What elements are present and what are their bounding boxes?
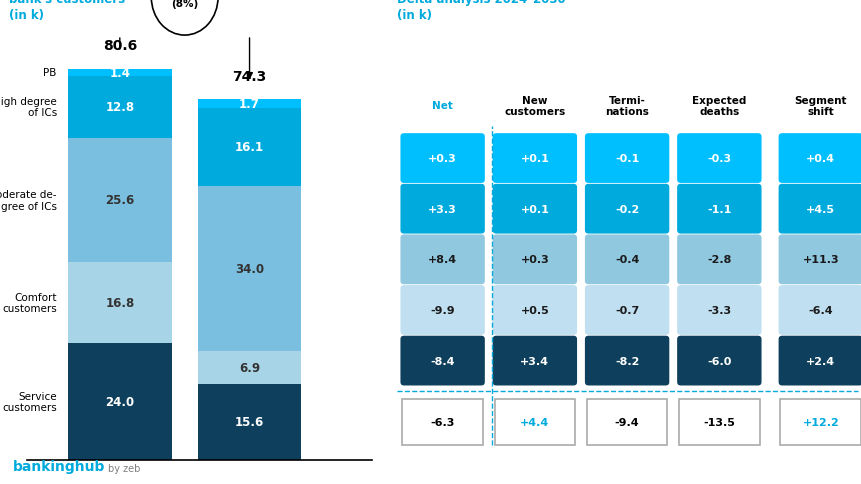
Text: +3.3: +3.3	[428, 204, 456, 214]
Text: +0.1: +0.1	[520, 204, 548, 214]
Text: +0.4: +0.4	[805, 154, 834, 164]
Text: High degree
of ICs: High degree of ICs	[0, 97, 57, 118]
Text: 15.6: 15.6	[235, 416, 263, 428]
Text: +0.3: +0.3	[428, 154, 456, 164]
FancyBboxPatch shape	[777, 286, 861, 335]
FancyBboxPatch shape	[197, 108, 301, 186]
FancyBboxPatch shape	[677, 134, 760, 183]
Text: 25.6: 25.6	[105, 194, 134, 207]
FancyBboxPatch shape	[585, 184, 668, 234]
Text: 1.4: 1.4	[109, 67, 130, 79]
FancyBboxPatch shape	[400, 235, 484, 285]
FancyBboxPatch shape	[677, 286, 760, 335]
FancyBboxPatch shape	[197, 186, 301, 351]
FancyBboxPatch shape	[586, 399, 666, 445]
Text: +0.5: +0.5	[520, 305, 548, 315]
FancyBboxPatch shape	[400, 336, 484, 386]
Text: Delta analysis 2024–2030
(in k): Delta analysis 2024–2030 (in k)	[396, 0, 565, 22]
Text: bankinghub: bankinghub	[13, 459, 105, 473]
FancyBboxPatch shape	[779, 399, 860, 445]
Text: -0.2: -0.2	[614, 204, 639, 214]
FancyBboxPatch shape	[492, 134, 576, 183]
Text: +12.2: +12.2	[802, 417, 839, 427]
FancyBboxPatch shape	[400, 184, 484, 234]
FancyBboxPatch shape	[677, 336, 760, 386]
FancyBboxPatch shape	[492, 336, 576, 386]
Text: Expected
deaths: Expected deaths	[691, 95, 746, 117]
FancyBboxPatch shape	[585, 336, 668, 386]
Text: -8.4: -8.4	[430, 356, 455, 366]
Text: -6.0: -6.0	[706, 356, 731, 366]
FancyBboxPatch shape	[585, 235, 668, 285]
Text: -0.7: -0.7	[614, 305, 639, 315]
Text: -6.3: -6.3	[430, 417, 455, 427]
Text: -9.9: -9.9	[430, 305, 455, 315]
Text: New
customers: New customers	[504, 95, 565, 117]
Text: -0.1: -0.1	[614, 154, 639, 164]
Text: Number of the example
savings
bank's customers
(in k): Number of the example savings bank's cus…	[9, 0, 164, 22]
Text: +4.5: +4.5	[805, 204, 834, 214]
Text: 1.7: 1.7	[238, 98, 260, 111]
FancyBboxPatch shape	[402, 399, 482, 445]
FancyBboxPatch shape	[400, 134, 484, 183]
Text: -9.4: -9.4	[614, 417, 639, 427]
Text: 34.0: 34.0	[235, 262, 263, 275]
FancyBboxPatch shape	[777, 235, 861, 285]
Text: -2.8: -2.8	[706, 255, 731, 265]
Text: by zeb: by zeb	[108, 463, 140, 473]
Text: -1.1: -1.1	[706, 204, 731, 214]
FancyBboxPatch shape	[68, 70, 171, 76]
Text: -0.4: -0.4	[614, 255, 639, 265]
FancyBboxPatch shape	[677, 235, 760, 285]
FancyBboxPatch shape	[677, 184, 760, 234]
Text: +4.4: +4.4	[520, 417, 548, 427]
Text: +2.4: +2.4	[805, 356, 834, 366]
FancyBboxPatch shape	[494, 399, 574, 445]
FancyBboxPatch shape	[68, 138, 171, 262]
Text: Segment
shift: Segment shift	[794, 95, 846, 117]
Text: 12.8: 12.8	[105, 101, 134, 114]
FancyBboxPatch shape	[777, 134, 861, 183]
FancyBboxPatch shape	[400, 286, 484, 335]
Text: -3.3: -3.3	[707, 305, 730, 315]
Text: -6.3
(8%): -6.3 (8%)	[170, 0, 198, 9]
Text: +8.4: +8.4	[428, 255, 456, 265]
FancyBboxPatch shape	[197, 384, 301, 460]
FancyBboxPatch shape	[492, 286, 576, 335]
Text: -6.4: -6.4	[808, 305, 832, 315]
FancyBboxPatch shape	[492, 235, 576, 285]
Text: -0.3: -0.3	[707, 154, 730, 164]
FancyBboxPatch shape	[777, 184, 861, 234]
Text: 6.9: 6.9	[238, 361, 260, 374]
FancyBboxPatch shape	[585, 286, 668, 335]
Text: -13.5: -13.5	[703, 417, 734, 427]
Text: PB: PB	[43, 68, 57, 78]
FancyBboxPatch shape	[777, 336, 861, 386]
Text: Termi-
nations: Termi- nations	[604, 95, 648, 117]
Text: Moderate de-
gree of ICs: Moderate de- gree of ICs	[0, 190, 57, 211]
Text: +3.4: +3.4	[520, 356, 548, 366]
Circle shape	[152, 0, 218, 36]
Text: +0.1: +0.1	[520, 154, 548, 164]
FancyBboxPatch shape	[68, 76, 171, 138]
Text: 16.8: 16.8	[105, 297, 134, 309]
FancyBboxPatch shape	[197, 100, 301, 108]
Text: -8.2: -8.2	[614, 356, 639, 366]
FancyBboxPatch shape	[678, 399, 759, 445]
FancyBboxPatch shape	[492, 184, 576, 234]
FancyBboxPatch shape	[197, 351, 301, 384]
Text: 24.0: 24.0	[105, 395, 134, 408]
FancyBboxPatch shape	[68, 262, 171, 344]
Text: Net: Net	[431, 101, 453, 111]
Text: Service
customers: Service customers	[2, 391, 57, 412]
Text: 80.6: 80.6	[102, 39, 137, 53]
Text: Comfort
customers: Comfort customers	[2, 292, 57, 314]
Text: +0.3: +0.3	[520, 255, 548, 265]
Text: +11.3: +11.3	[802, 255, 838, 265]
Text: 16.1: 16.1	[235, 141, 263, 154]
FancyBboxPatch shape	[68, 344, 171, 460]
Text: 74.3: 74.3	[232, 69, 266, 83]
FancyBboxPatch shape	[585, 134, 668, 183]
